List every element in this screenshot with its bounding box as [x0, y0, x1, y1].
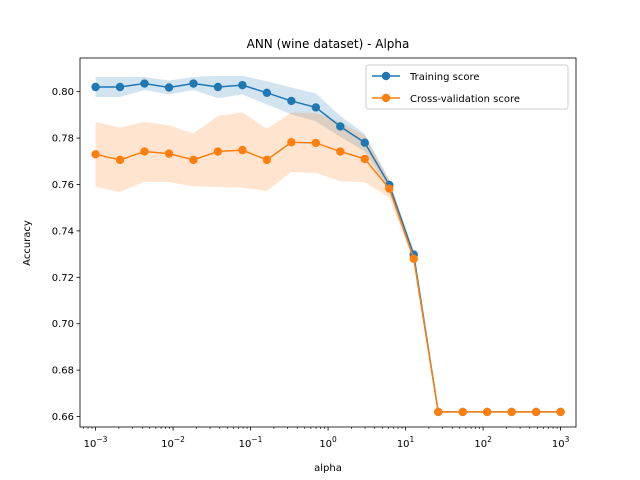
- y-tick-label: 0.68: [52, 366, 74, 377]
- point-series-1: [115, 82, 125, 92]
- y-tick-label: 0.74: [52, 226, 74, 237]
- point-series-2: [385, 184, 394, 193]
- point-series-2: [336, 147, 345, 156]
- y-tick-label: 0.76: [52, 180, 74, 191]
- point-series-2: [115, 155, 125, 165]
- point-series-1: [164, 83, 174, 92]
- series-lines: [91, 79, 565, 417]
- point-series-2: [482, 407, 492, 417]
- y-tick-label: 0.70: [52, 319, 74, 330]
- point-series-1: [287, 96, 296, 106]
- axes-frame: [79, 57, 577, 428]
- point-series-2: [531, 407, 541, 417]
- point-series-2: [311, 138, 321, 148]
- point-series-2: [556, 407, 565, 417]
- point-series-2: [434, 407, 443, 417]
- point-series-2: [91, 150, 100, 159]
- point-series-2: [409, 254, 418, 263]
- legend-label: Training score: [409, 72, 480, 83]
- point-series-1: [336, 122, 345, 131]
- y-tick-label: 0.66: [52, 412, 74, 423]
- point-series-2: [360, 154, 369, 164]
- legend-marker: [381, 93, 391, 103]
- point-series-1: [360, 138, 369, 147]
- band-series-2: [95, 112, 561, 412]
- point-series-2: [164, 149, 174, 158]
- x-axis-label: alpha: [314, 463, 342, 474]
- point-series-2: [189, 155, 198, 165]
- point-series-2: [238, 145, 247, 155]
- y-tick-label: 0.78: [52, 134, 74, 145]
- point-series-2: [458, 407, 467, 417]
- confidence-bands: [95, 75, 561, 412]
- legend-marker: [381, 71, 391, 81]
- legend: Training score Cross-validation score: [365, 64, 569, 110]
- chart-title: ANN (wine dataset) - Alpha: [247, 37, 410, 51]
- legend-box: [365, 64, 569, 110]
- point-series-1: [311, 103, 321, 112]
- point-series-2: [507, 407, 516, 417]
- point-series-1: [91, 82, 100, 92]
- point-series-1: [238, 80, 247, 90]
- y-tick-label: 0.72: [52, 273, 74, 284]
- point-series-2: [140, 147, 149, 156]
- point-series-1: [262, 88, 272, 98]
- y-axis-label: Accuracy: [22, 220, 33, 266]
- legend-label: Cross-validation score: [410, 94, 520, 105]
- y-tick-label: 0.80: [52, 87, 74, 98]
- point-series-1: [140, 79, 149, 88]
- point-series-2: [213, 147, 223, 156]
- point-series-1: [213, 82, 223, 92]
- point-series-2: [262, 155, 272, 165]
- point-series-1: [189, 79, 198, 88]
- point-series-2: [287, 138, 296, 147]
